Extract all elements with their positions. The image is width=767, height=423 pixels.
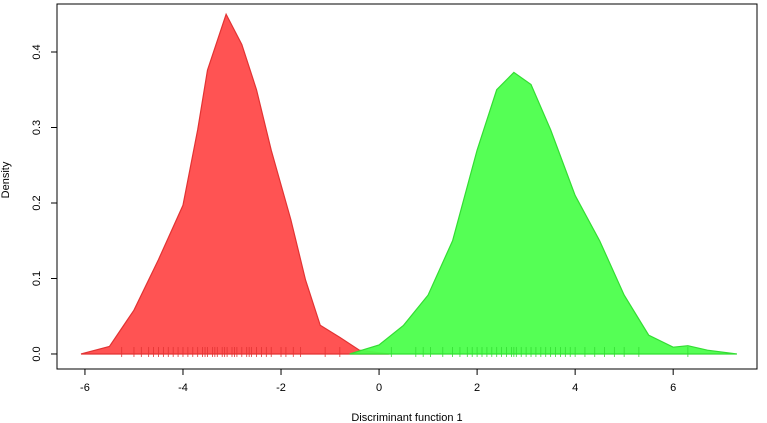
y-tick-label: 0.1 bbox=[31, 271, 43, 286]
density-area bbox=[80, 12, 389, 355]
x-tick-label: -6 bbox=[80, 382, 90, 394]
x-tick-label: 0 bbox=[376, 382, 382, 394]
y-tick-label: 0.0 bbox=[31, 346, 43, 361]
y-axis-label: Density bbox=[0, 161, 12, 198]
x-tick-label: -2 bbox=[276, 382, 286, 394]
y-tick-label: 0.4 bbox=[31, 44, 43, 59]
x-tick-label: 2 bbox=[474, 382, 480, 394]
x-tick-label: 6 bbox=[670, 382, 676, 394]
y-tick-label: 0.2 bbox=[31, 195, 43, 210]
x-tick-label: 4 bbox=[572, 382, 578, 394]
density-area bbox=[349, 71, 737, 355]
y-tick-label: 0.3 bbox=[31, 120, 43, 135]
x-tick-label: -4 bbox=[178, 382, 188, 394]
x-axis-label: Discriminant function 1 bbox=[351, 412, 462, 423]
